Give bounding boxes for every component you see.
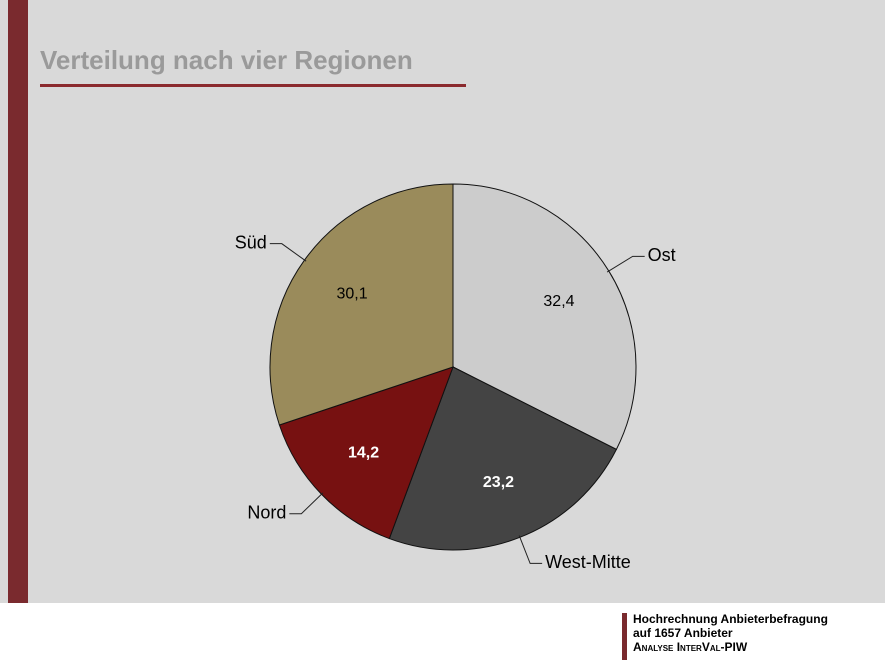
leader-line: [269, 243, 307, 262]
value-label: 32,4: [543, 293, 574, 310]
category-label: Ost: [648, 245, 676, 265]
leader-line: [606, 255, 645, 273]
category-label: Nord: [247, 502, 286, 522]
footer-line: Hochrechnung Anbieterbefragung: [633, 612, 828, 626]
value-label: 14,2: [348, 445, 379, 462]
value-label: 23,2: [483, 474, 514, 491]
footer-bar: [622, 613, 627, 660]
value-label: 30,1: [336, 285, 367, 302]
footer-line: auf 1657 Anbieter: [633, 626, 733, 640]
footer-line: Analyse InterVal-PIW: [633, 640, 748, 654]
category-label: Süd: [235, 232, 267, 252]
leader-line: [518, 535, 543, 564]
leader-line: [289, 492, 324, 515]
title-underline: [40, 84, 466, 87]
category-label: West-Mitte: [545, 552, 631, 572]
side-bar: [8, 0, 28, 603]
chart-title: Verteilung nach vier Regionen: [40, 45, 413, 75]
